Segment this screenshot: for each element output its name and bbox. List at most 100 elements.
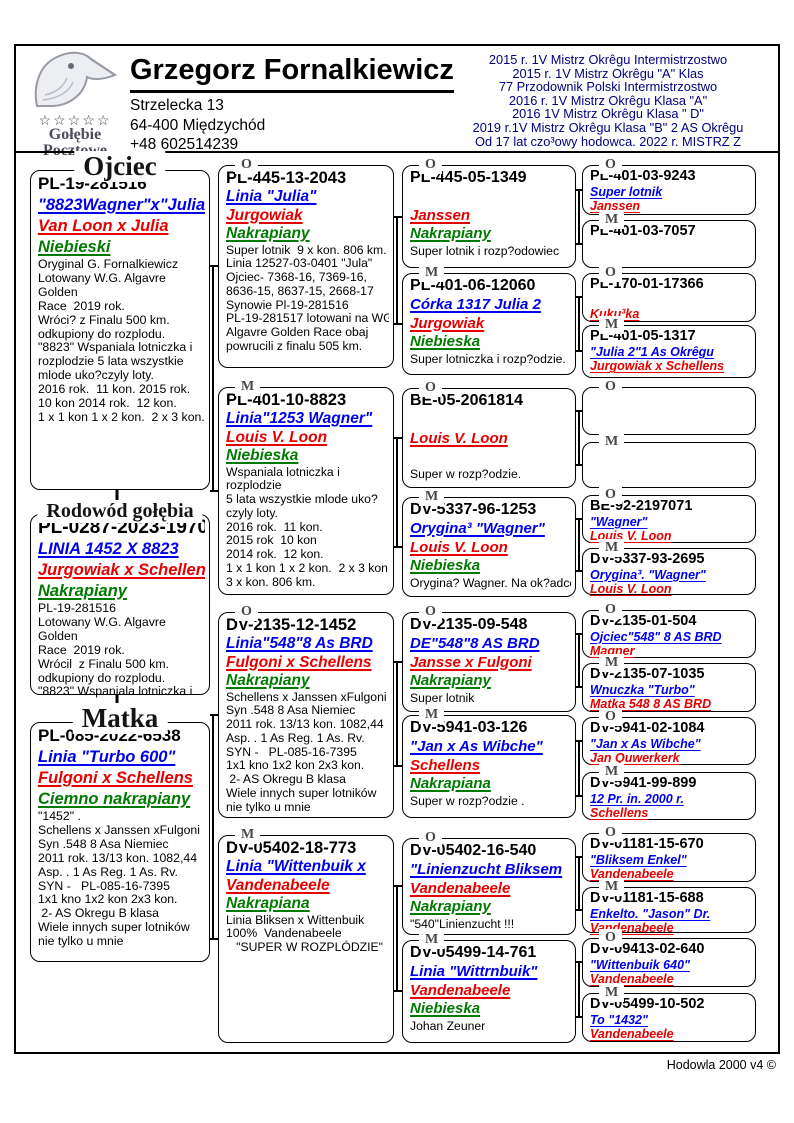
color-name: Niebieska <box>410 557 481 574</box>
great-great-grandparent-box: M PL-401-03-7057 <box>582 211 756 268</box>
line-name <box>590 240 751 255</box>
strain-name: Vandenabeele <box>410 981 511 999</box>
notes-text: Super lotnik 9 x kon. 806 km. Linia 1252… <box>226 243 389 354</box>
notes-text: Super w rozp?odzie. <box>410 466 522 481</box>
father-section-title: Ojciec <box>74 151 166 182</box>
sex-label: O <box>599 486 622 504</box>
logo-text-line1: Gołębie <box>48 126 102 143</box>
breeder-address: Strzelecka 13 64-400 Międzychód +48 6025… <box>130 96 265 155</box>
great-great-grandparent-box: M DV-5337-93-2695 Orygina³. "Wagner" Lou… <box>582 539 756 596</box>
line-name: "Julia 2"1 As Okrêgu <box>590 344 714 359</box>
line-name: "Linienzucht Bliksem <box>410 861 563 878</box>
grandsire-box: O DV-2135-12-1452 Linia"548"8 As BRD Ful… <box>218 603 394 818</box>
line-name <box>410 188 571 207</box>
sex-label: M <box>419 706 445 724</box>
color-name: Niebieska <box>410 333 481 350</box>
line-name: 12 Pr. in. 2000 r. <box>590 791 684 806</box>
achievement-line: Od 17 lat czo³owy hodowca. 2022 r. MISTR… <box>475 133 741 149</box>
sex-label: O <box>599 824 622 842</box>
strain-name: Van Loon x Julia <box>38 217 169 235</box>
strain-name <box>590 405 751 420</box>
line-name: Linia "Wittenbuik x <box>226 858 366 875</box>
sex-label: O <box>419 156 442 174</box>
great-great-grandparent-box: O <box>582 378 756 435</box>
achievement-line: 2016 1V Mistrz Okrêgu Klasa " D" <box>512 106 704 122</box>
sex-label: O <box>599 708 622 726</box>
line-name: Wnuczka "Turbo" <box>590 682 695 697</box>
great-grandparent-box: M DV-5941-03-126 "Jan x As Wibche" Schel… <box>402 706 576 818</box>
pedigree-section-title: Rodowód gołębia <box>37 500 203 523</box>
strain-name: Jurgowiak <box>410 314 485 332</box>
line-name: "Wagner" <box>590 514 648 529</box>
sex-label: M <box>599 211 625 229</box>
logo-stars: ☆☆☆☆☆ <box>38 112 112 128</box>
strain-name: Vandenabeele <box>590 972 674 986</box>
great-great-grandparent-box: O DV-5941-02-1084 "Jan x As Wibche" Jan … <box>582 708 756 765</box>
address-city: 64-400 Międzychód <box>130 116 266 134</box>
strain-name: Matka 548 8 AS BRD <box>590 697 712 711</box>
color-name: Nakrapiany <box>410 225 491 242</box>
breeder-name: Grzegorz Fornalkiewicz <box>130 54 454 93</box>
achievement-line: 2015 r. 1V Mistrz Okrêgu "A" Klas <box>512 65 704 81</box>
great-great-grandparent-box: O PL-401-03-9243 Super lotnik Janssen <box>582 156 756 215</box>
sex-label: M <box>235 826 261 844</box>
notes-text: Wspaniala lotniczka i rozplodzie 5 lata … <box>226 465 389 589</box>
strain-name: Vandenabeele <box>410 879 511 897</box>
achievement-line: 77 Przodownik Polski Intermistrzostwo <box>498 79 718 95</box>
great-great-grandparent-box: O BE-92-2197071 "Wagner" Louis V. Loon <box>582 486 756 543</box>
sex-label: O <box>599 264 622 282</box>
line-name: Linia "Julia" <box>226 188 317 205</box>
line-name: LINIA 1452 X 8823 <box>38 540 179 558</box>
grandsire-box: O PL-445-13-2043 Linia "Julia" Jurgowiak… <box>218 156 394 368</box>
sex-label: M <box>599 984 625 1002</box>
color-name: Niebieski <box>38 238 111 256</box>
strain-name: Louis V. Loon <box>410 429 508 447</box>
strain-name: Vandenabeele <box>590 1027 674 1041</box>
strain-name: Jan Quwerkerk <box>590 751 680 765</box>
line-name: Linia "Wittrnbuik" <box>410 963 538 980</box>
color-name: Nakrapiany <box>226 225 310 242</box>
color-name: Nakrapiany <box>38 582 127 600</box>
sex-label: O <box>419 603 442 621</box>
line-name: Córka 1317 Julia 2 <box>410 296 541 313</box>
line-name: Super lotnik <box>590 184 663 199</box>
line-name: Linia "Turbo 600" <box>38 748 176 766</box>
strain-name: Louis V. Loon <box>590 582 672 596</box>
color-name: Nakrapiany <box>410 672 491 689</box>
line-name: DE"548"8 AS BRD <box>410 635 540 652</box>
father-box: Ojciec PL-19-281516 "8823Wagner"x"Julia … <box>30 151 210 490</box>
notes-text: Super lotnik i rozp?odowiec <box>410 243 560 258</box>
achievement-line: 2019 r.1V Mistrz Okrêgu Klasa "B" 2 AS O… <box>472 119 744 135</box>
notes-text: PL-19-281516 Lotowany W.G. Algavre Golde… <box>38 602 193 699</box>
notes-text: Schellens x Janssen xFulgoni Syn .548 8 … <box>226 690 387 814</box>
line-name: "8823Wagner"x"Julia <box>38 196 205 214</box>
strain-name: Vandenabeele <box>590 867 674 881</box>
line-name: Ojciec"548" 8 AS BRD <box>590 629 722 644</box>
strain-name: Jurgowiak x Schellens <box>590 359 725 373</box>
ring-number: DV-2135-12-1452 <box>226 616 357 634</box>
line-name <box>410 411 571 430</box>
sex-label: O <box>235 156 258 174</box>
great-great-grandparent-box: M DV-01181-15-688 Enkelto. "Jason" Dr. V… <box>582 878 756 935</box>
line-name: "Bliksem Enkel" <box>590 852 687 867</box>
line-name: "Jan x As Wibche" <box>410 738 543 755</box>
page-frame <box>14 44 780 1054</box>
sex-label: M <box>419 264 445 282</box>
strain-name: Jansse x Fulgoni <box>410 653 532 671</box>
strain-name: Janssen <box>590 199 641 213</box>
great-grandparent-box: O DV-2135-09-548 DE"548"8 AS BRD Jansse … <box>402 603 576 712</box>
strain-name: Louis V. Loon <box>410 538 508 556</box>
notes-text: "1452" . Schellens x Janssen xFulgoni Sy… <box>38 810 200 949</box>
great-grandparent-box: M DV-05499-14-761 Linia "Wittrnbuik" Van… <box>402 931 576 1043</box>
color-name: Nakrapiana <box>410 775 491 792</box>
great-great-grandparent-box: M PL-401-05-1317 "Julia 2"1 As Okrêgu Ju… <box>582 316 756 378</box>
address-phone: +48 602514239 <box>130 136 239 153</box>
line-name: To "1432" <box>590 1012 648 1027</box>
sex-label: O <box>599 156 622 174</box>
sex-label: O <box>235 603 258 621</box>
color-name <box>410 448 571 467</box>
color-name: Nakrapiany <box>410 898 491 915</box>
line-name: Orygina³. "Wagner" <box>590 567 706 582</box>
great-great-grandparent-box: O DV-01181-15-670 "Bliksem Enkel" Vanden… <box>582 824 756 882</box>
